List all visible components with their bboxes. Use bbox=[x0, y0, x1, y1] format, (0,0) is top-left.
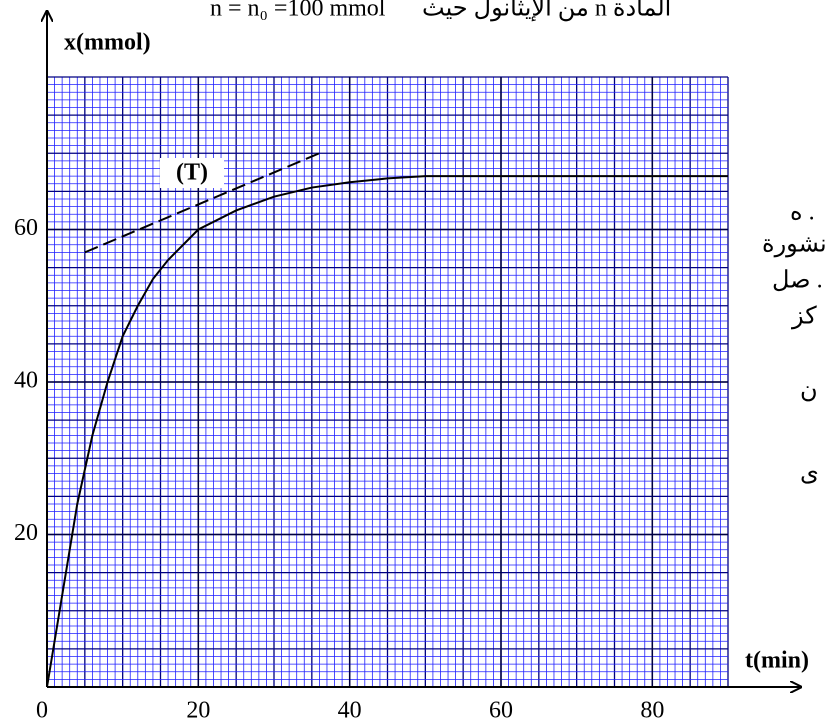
x-axis-label: t(min) bbox=[745, 648, 809, 674]
side-text: ى bbox=[800, 461, 819, 487]
x-tick-label: 80 bbox=[640, 698, 664, 724]
y-tick-label: 40 bbox=[14, 368, 38, 394]
y-tick-label: 60 bbox=[14, 215, 38, 241]
side-text: صل . bbox=[772, 268, 823, 294]
y-axis-label: x(mmol) bbox=[64, 30, 151, 56]
title-arabic: المادة n من الإيثانول حيث bbox=[422, 0, 671, 22]
tangent-label-box bbox=[160, 158, 224, 188]
x-tick-label: 60 bbox=[489, 698, 513, 724]
curve bbox=[46, 175, 728, 688]
x-tick-label: 20 bbox=[186, 698, 210, 724]
side-text: ه . bbox=[790, 200, 815, 226]
y-tick-label: 20 bbox=[14, 520, 38, 546]
side-text: نشورة ، bbox=[762, 232, 825, 258]
chart-title: n = n₀ =100 mmol bbox=[210, 0, 386, 22]
tangent-label: (T) bbox=[176, 160, 208, 186]
tangent-line bbox=[84, 152, 320, 254]
side-text: ن bbox=[800, 378, 818, 404]
x-tick-label: 40 bbox=[338, 698, 362, 724]
side-text: كز bbox=[791, 304, 817, 330]
x-tick-label: 0 bbox=[36, 698, 48, 724]
